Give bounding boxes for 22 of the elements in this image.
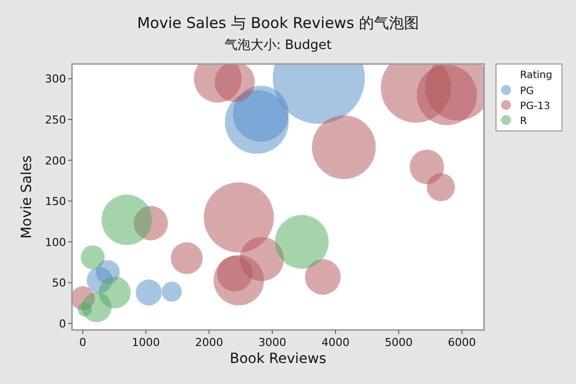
legend-label: PG-13	[520, 101, 550, 112]
legend-title: Rating	[520, 70, 552, 81]
x-tick-label: 3000	[258, 336, 286, 349]
x-tick-label: 1000	[132, 336, 160, 349]
y-tick-label: 250	[45, 113, 66, 126]
chart-subtitle: 气泡大小: Budget	[224, 38, 332, 53]
y-tick-label: 50	[52, 276, 66, 290]
x-tick-label: 2000	[195, 336, 224, 349]
x-tick-label: 5000	[384, 336, 413, 349]
x-axis-title: Book Reviews	[230, 351, 326, 367]
x-tick-label: 4000	[322, 336, 350, 349]
x-tick-label: 0	[79, 336, 86, 349]
legend-label: PG	[520, 86, 534, 97]
y-tick-label: 200	[45, 154, 66, 168]
y-tick-label: 0	[59, 317, 66, 330]
chart-title: Movie Sales 与 Book Reviews 的气泡图	[137, 14, 419, 32]
y-tick-label: 300	[45, 72, 66, 86]
y-tick-label: 150	[45, 195, 66, 208]
y-axis-title: Movie Sales	[19, 155, 35, 239]
x-tick-label: 6000	[448, 336, 476, 349]
y-tick-label: 100	[45, 236, 66, 249]
legend-label: R	[520, 116, 527, 127]
